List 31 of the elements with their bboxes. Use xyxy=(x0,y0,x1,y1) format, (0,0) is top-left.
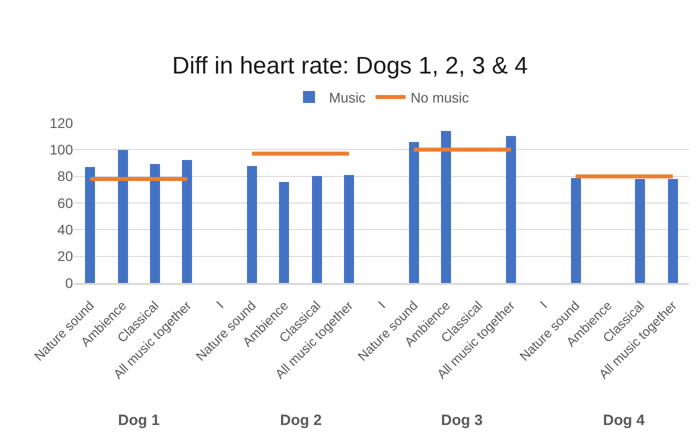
text: Dog 4 xyxy=(603,412,646,429)
y-tick-label: 60 xyxy=(57,194,74,211)
legend-label: No music xyxy=(410,89,469,106)
bar xyxy=(409,142,419,283)
bar xyxy=(118,150,128,283)
bar xyxy=(668,179,678,283)
y-tick-label: 100 xyxy=(50,142,74,158)
bar xyxy=(182,160,192,283)
x-tick-label: I xyxy=(213,298,226,312)
bar xyxy=(85,167,95,283)
bar xyxy=(312,176,322,283)
bar xyxy=(441,131,451,283)
bar xyxy=(635,179,645,283)
y-tick-label: 40 xyxy=(57,222,74,238)
bar xyxy=(247,166,257,283)
y-tick-label: 20 xyxy=(57,248,74,264)
text: Dog 2 xyxy=(280,412,322,429)
legend-label: Music xyxy=(329,89,366,106)
x-tick-label: I xyxy=(375,298,388,312)
bar xyxy=(571,178,581,283)
chart-title: Diff in heart rate: Dogs 1, 2, 3 & 4 xyxy=(172,52,528,80)
x-tick-label: I xyxy=(536,298,550,312)
y-tick-label: 120 xyxy=(50,114,74,131)
bar xyxy=(150,164,160,283)
text: Dog 1 xyxy=(118,412,160,429)
y-tick-label: 0 xyxy=(65,274,74,291)
bar xyxy=(344,175,354,283)
bar xyxy=(506,136,516,283)
y-tick-label: 80 xyxy=(57,168,74,184)
text: Dog 3 xyxy=(441,412,483,429)
bar xyxy=(279,182,289,283)
